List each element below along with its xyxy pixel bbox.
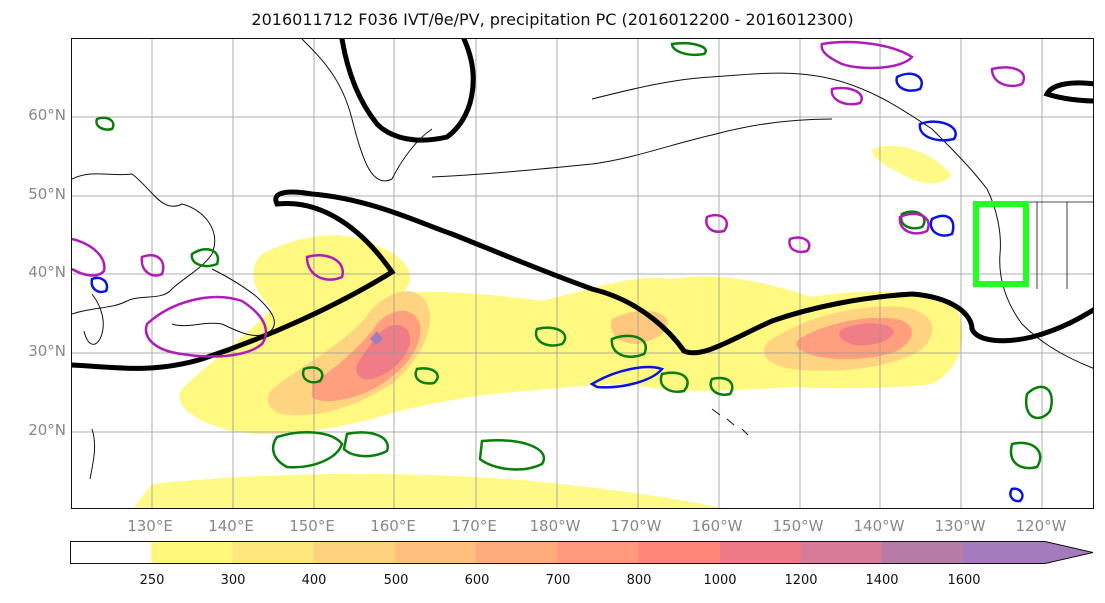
colorbar: [70, 541, 1094, 564]
colorbar-cell: [963, 541, 1093, 564]
colorbar-label-400: 400: [301, 573, 327, 588]
theta-e-contours: [95, 42, 1053, 471]
colorbar-label-300: 300: [220, 573, 246, 588]
green-contour-15: [899, 210, 926, 230]
lon-label-140e: 140°E: [208, 517, 254, 535]
pv-contour-west: [72, 237, 106, 277]
ivt-contours: [72, 39, 1093, 371]
lon-label-160e: 160°E: [370, 517, 416, 535]
green-contour-4: [1009, 441, 1042, 470]
lon-label-150w: 150°W: [772, 517, 824, 535]
green-contour-5: [1024, 385, 1053, 420]
lat-label-30n: 30°N: [28, 342, 66, 360]
colorbar-cells: [70, 541, 1093, 564]
colorbar-label-1400: 1400: [865, 573, 899, 588]
plot-title: 2016011712 F036 IVT/θe/PV, precipitation…: [251, 10, 854, 29]
lon-label-170e: 170°E: [451, 517, 497, 535]
pv-contour-4: [788, 236, 811, 254]
philippines: [89, 428, 96, 480]
green-contour-6: [534, 326, 567, 347]
colorbar-cell: [719, 541, 802, 564]
graticule: [72, 39, 1093, 508]
blue-contour-5: [90, 276, 109, 294]
lon-label-120w: 120°W: [1015, 517, 1067, 535]
lon-label-130w: 130°W: [934, 517, 986, 535]
lon-label-170w: 170°W: [610, 517, 662, 535]
colorbar-cell: [394, 541, 477, 564]
colorbar-label-1000: 1000: [703, 573, 737, 588]
green-contour-14: [95, 116, 115, 131]
pv-contour-2: [305, 254, 344, 281]
colorbar-cell: [151, 541, 233, 564]
green-contour-11: [301, 366, 324, 384]
colorbar-cell: [313, 541, 396, 564]
lat-label-40n: 40°N: [28, 263, 66, 281]
colorbar-cell: [882, 541, 964, 564]
pv-contour-japan: [144, 295, 268, 358]
green-contour-1: [271, 431, 344, 469]
colorbar-cell: [70, 541, 152, 564]
target-box: [973, 201, 1029, 287]
green-contour-3: [478, 439, 546, 471]
blue-contour-2: [895, 72, 923, 92]
blue-contour-1: [589, 365, 665, 389]
colorbar-label-800: 800: [626, 573, 652, 588]
blue-contours: [90, 72, 1024, 503]
lat-label-50n: 50°N: [28, 185, 66, 203]
na-west-coast: [986, 188, 1093, 369]
pv-contours: [72, 40, 1026, 358]
colorbar-cell: [476, 541, 558, 564]
lon-label-160w: 160°W: [691, 517, 743, 535]
colorbar-label-1600: 1600: [947, 573, 981, 588]
green-contour-2: [342, 431, 389, 458]
lon-label-130e: 130°E: [127, 517, 173, 535]
colorbar-label-250: 250: [139, 573, 165, 588]
lon-label-150e: 150°E: [289, 517, 335, 535]
ivt-contour-main: [72, 189, 1093, 371]
blue-contour-6: [1009, 487, 1024, 503]
ivt-contour-north: [339, 39, 476, 143]
pv-contour-3: [705, 214, 729, 233]
us-borders: [1000, 201, 1093, 289]
pv-contour-6: [820, 40, 914, 70]
green-contour-9: [709, 376, 734, 396]
hawaii: [711, 408, 749, 436]
alaska-coast: [591, 72, 988, 190]
blue-contour-3: [918, 120, 957, 142]
colorbar-cell: [638, 541, 721, 564]
pv-contour-5: [830, 86, 863, 106]
lon-label-180w: 180°W: [529, 517, 581, 535]
colorbar-label-1200: 1200: [784, 573, 818, 588]
green-contour-13: [670, 42, 707, 56]
pv-contour-7: [990, 66, 1026, 88]
pv-contour-8: [898, 212, 930, 235]
map-panel: [71, 38, 1094, 509]
colorbar-cell: [800, 541, 883, 564]
pv-contour-1: [140, 254, 165, 277]
colorbar-cell: [232, 541, 315, 564]
colorbar-label-700: 700: [545, 573, 571, 588]
lat-label-60n: 60°N: [28, 106, 66, 124]
korea-coast: [83, 293, 104, 345]
blue-contour-4: [929, 214, 955, 237]
green-contour-12: [414, 367, 439, 385]
map-canvas: [72, 39, 1093, 508]
precip-core-west-3: [356, 324, 411, 380]
colorbar-cell: [557, 541, 639, 564]
colorbar-outline: [70, 541, 1094, 564]
green-contour-8: [659, 371, 689, 393]
lon-label-140w: 140°W: [853, 517, 905, 535]
aleutian-coast: [431, 118, 833, 178]
lat-label-20n: 20°N: [28, 421, 66, 439]
ivt-contour-east: [1043, 80, 1093, 104]
precip-band-alaska: [872, 145, 952, 184]
colorbar-label-500: 500: [383, 573, 409, 588]
precip-band-south: [133, 473, 723, 508]
green-contour-7: [610, 334, 647, 358]
green-contour-10: [190, 248, 220, 268]
kamchatka-coast: [301, 39, 433, 182]
precip-core-west-4: [370, 331, 383, 345]
asia-coast: [72, 173, 216, 315]
colorbar-label-600: 600: [464, 573, 490, 588]
